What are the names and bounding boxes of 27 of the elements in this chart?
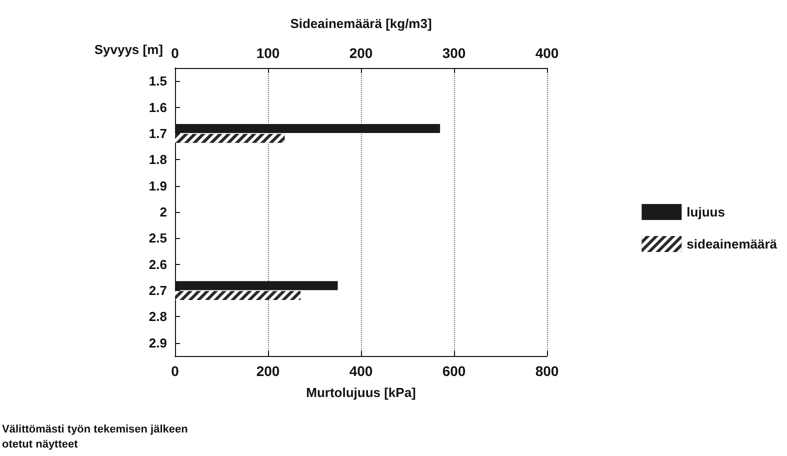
- x-tick-label: 400: [349, 363, 373, 379]
- y-tick-label: 2: [160, 204, 167, 220]
- x2-tick-label: 200: [349, 45, 373, 61]
- y-tick-label: 2.5: [148, 230, 167, 246]
- x-axis-title: Murtolujuus [kPa]: [306, 385, 416, 400]
- x-tick-label: 600: [442, 363, 466, 379]
- y-tick-label: 1.8: [148, 152, 167, 168]
- y-tick-label: 1.6: [148, 100, 167, 115]
- y-tick-label: 1.9: [148, 178, 167, 194]
- x-tick-label: 800: [535, 363, 559, 379]
- x2-tick-label: 300: [442, 45, 466, 61]
- x-tick-label: 200: [256, 363, 280, 379]
- y-tick-label: 2.6: [148, 256, 167, 272]
- x2-tick-label: 400: [535, 45, 559, 61]
- legend-label: lujuus: [686, 204, 725, 220]
- y-tick-label: 1.5: [148, 74, 167, 89]
- y-tick-label: 2.9: [148, 335, 167, 350]
- y-axis-title: Syvyys [m]: [94, 42, 163, 57]
- x2-tick-label: 0: [171, 45, 180, 61]
- y-tick-label: 2.8: [148, 309, 167, 324]
- legend-label: sideainemäärä: [686, 236, 778, 252]
- text: Välittömästi työn tekemisen jälkeen otetut näytteet: [2, 424, 188, 450]
- y-tick-label: 2.7: [148, 283, 167, 298]
- x2-tick-label: 100: [256, 45, 280, 61]
- x-tick-label: 0: [171, 363, 180, 379]
- x2-axis-title: Sideainemäärä [kg/m3]: [290, 16, 432, 31]
- y-tick-label: 1.7: [148, 126, 167, 141]
